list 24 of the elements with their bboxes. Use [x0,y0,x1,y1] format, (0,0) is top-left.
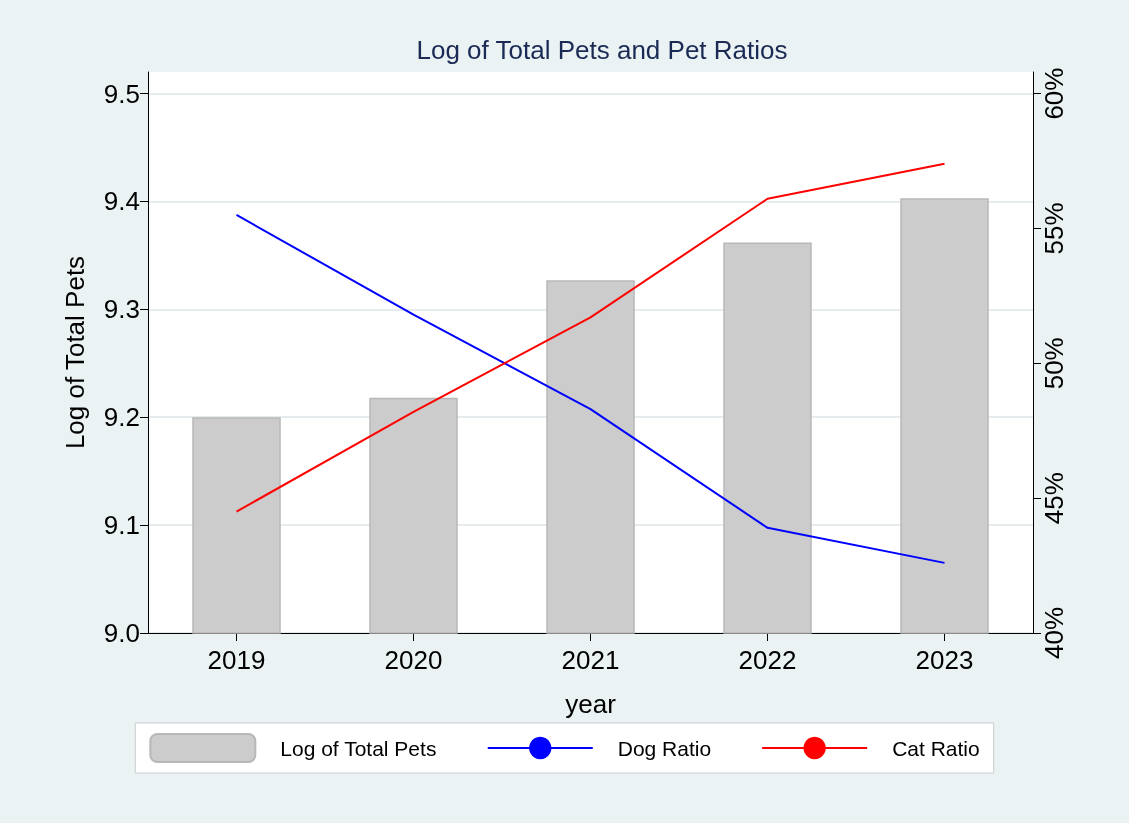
chart-title: Log of Total Pets and Pet Ratios [416,35,788,65]
line-series [235,213,946,564]
y-tick-label: 9.2 [103,402,140,433]
y-tick-label: 9.0 [103,618,140,648]
x-axis-title: year [565,689,617,719]
line-series [235,162,946,513]
y2-tick-label: 55% [1039,202,1069,255]
x-tick-label: 2022 [738,645,797,675]
legend-label: Log of Total Pets [280,736,437,760]
y-tick-label: 9.5 [103,78,140,109]
y-tick-label: 9.4 [103,186,140,217]
x-tick-label: 2019 [207,645,266,675]
y2-tick-label: 50% [1039,337,1069,390]
x-tick-label: 2023 [915,645,974,675]
y2-tick-label: 40% [1039,606,1069,660]
legend-label: Dog Ratio [617,736,712,760]
y-axis-title: Log of Total Pets [60,255,90,450]
legend-label: Cat Ratio [892,736,980,760]
y2-tick-label: 45% [1039,472,1069,525]
x-tick-label: 2021 [561,645,620,675]
y-tick-label: 9.3 [103,294,140,325]
y2-tick-label: 60% [1039,67,1069,120]
x-tick-label: 2020 [384,645,443,675]
y-tick-label: 9.1 [103,510,140,541]
